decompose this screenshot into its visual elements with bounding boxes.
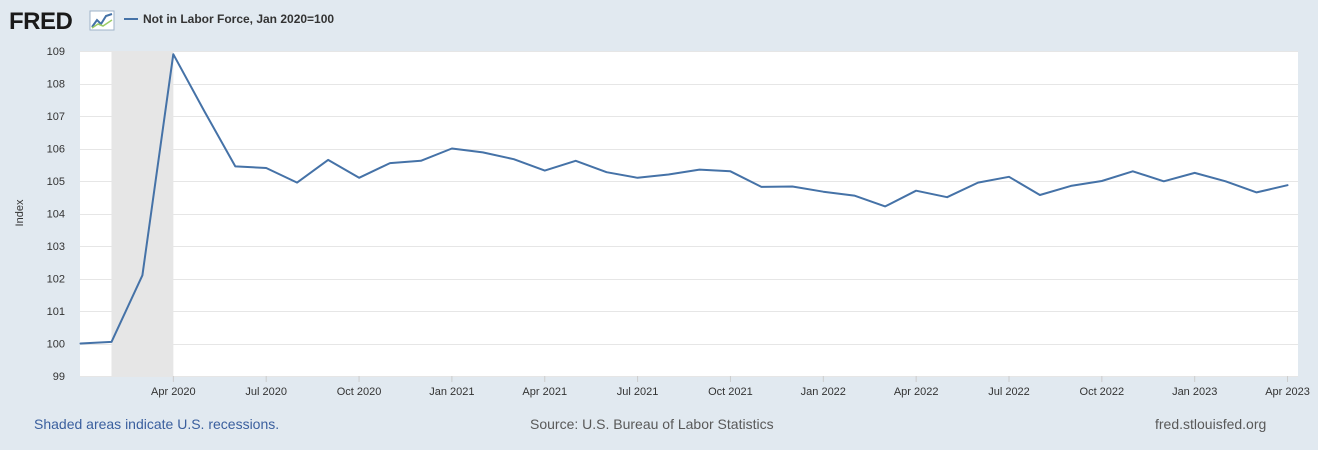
fred-logo-chart-icon (89, 10, 115, 31)
y-tick-label: 102 (47, 274, 65, 286)
x-tick-label: Oct 2020 (337, 386, 382, 398)
y-tick-label: 109 (47, 46, 65, 58)
y-tick-label: 108 (47, 79, 65, 91)
y-tick-label: 106 (47, 144, 65, 156)
y-tick-label: 105 (47, 176, 65, 188)
legend-label: Not in Labor Force, Jan 2020=100 (143, 12, 334, 26)
fred-logo[interactable]: FRED (9, 8, 115, 35)
x-tick-label: Apr 2023 (1265, 386, 1310, 398)
x-tick-label: Jan 2021 (429, 386, 474, 398)
x-tick-label: Jul 2021 (617, 386, 659, 398)
series-line (79, 53, 1289, 345)
plot-area (80, 51, 1298, 376)
x-tick-label: Oct 2022 (1080, 386, 1125, 398)
series-layer (79, 53, 1289, 345)
fred-logo-text: FRED (9, 8, 73, 35)
x-tick-label: Apr 2021 (522, 386, 567, 398)
recession-note-link[interactable]: Shaded areas indicate U.S. recessions. (34, 416, 280, 432)
x-tick-label: Oct 2021 (708, 386, 753, 398)
y-tick-label: 101 (47, 306, 65, 318)
y-tick-label: 99 (53, 371, 65, 383)
y-tick-label: 100 (47, 339, 65, 351)
site-link[interactable]: fred.stlouisfed.org (1155, 416, 1267, 432)
x-tick-label: Apr 2022 (894, 386, 939, 398)
y-tick-label: 103 (47, 241, 65, 253)
legend[interactable]: Not in Labor Force, Jan 2020=100 (124, 12, 334, 26)
recession-layer (111, 51, 174, 376)
x-tick-label: Jan 2022 (801, 386, 846, 398)
x-axis: Apr 2020 Jul 2020 Oct 2020 Jan 2021 Apr 2021… (151, 376, 1310, 398)
y-axis-label: Index (14, 199, 26, 226)
grid-layer (80, 51, 1298, 377)
x-tick-label: Apr 2020 (151, 386, 196, 398)
x-tick-label: Jan 2023 (1172, 386, 1217, 398)
x-tick-label: Jul 2022 (988, 386, 1030, 398)
source-text: Source: U.S. Bureau of Labor Statistics (530, 416, 774, 432)
y-tick-label: 107 (47, 111, 65, 123)
recession-band (111, 51, 174, 376)
x-tick-label: Jul 2020 (245, 386, 287, 398)
y-axis: 99 100 101 102 103 104 105 106 107 108 109 (47, 46, 65, 383)
y-tick-label: 104 (47, 209, 65, 221)
